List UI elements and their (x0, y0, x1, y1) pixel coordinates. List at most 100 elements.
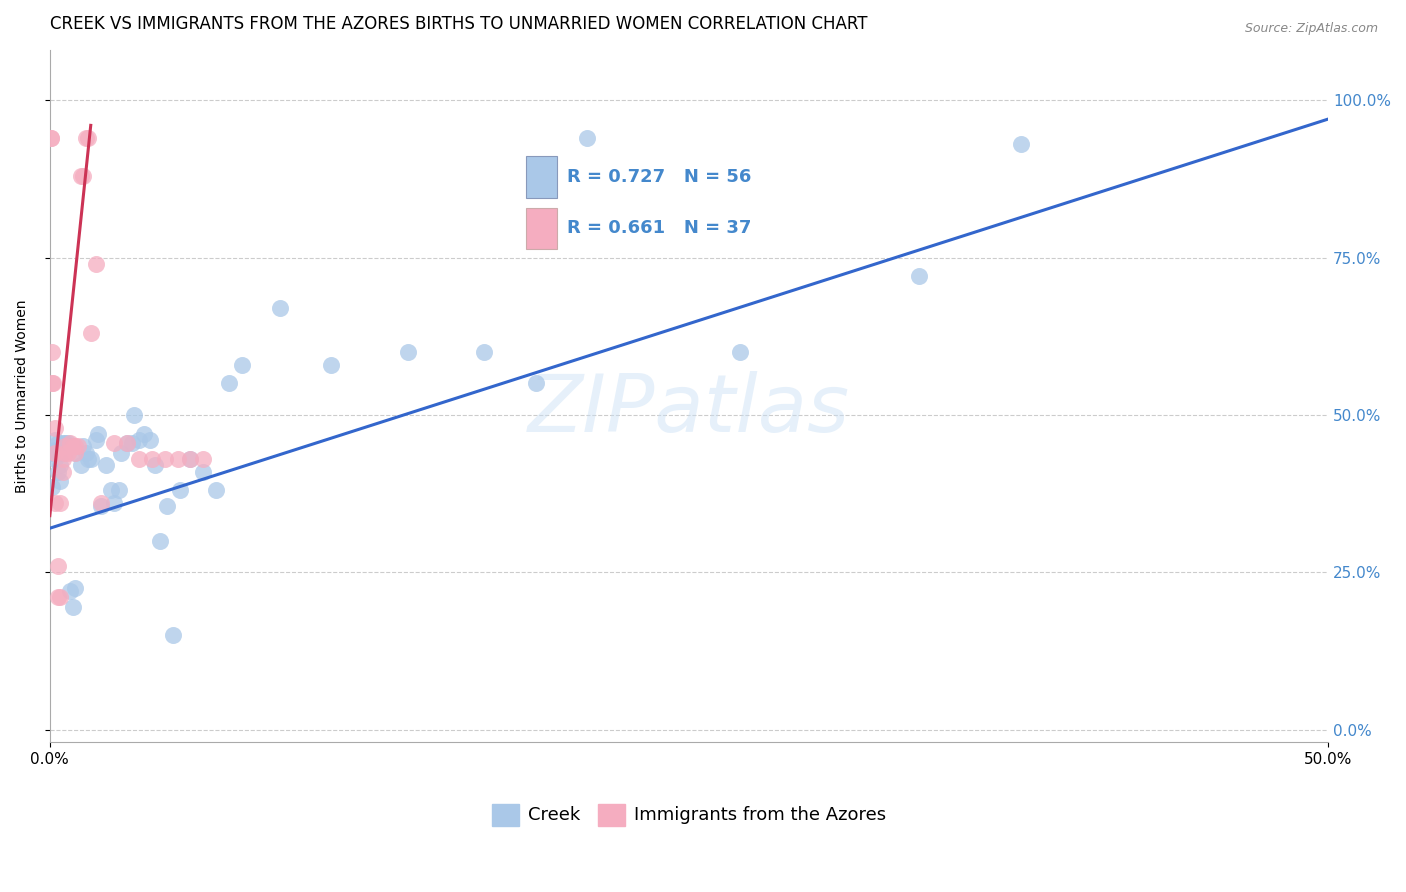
Point (56, 436, 79, 450)
Point (269, 301, 291, 315)
Point (80, 326, 103, 340)
Point (218, 376, 240, 391)
Point (156, 499, 179, 513)
Point (46, 591, 69, 605)
Point (94, 458, 117, 473)
Point (66, 439, 89, 453)
Point (44, 452, 66, 467)
Point (1010, 137, 1032, 152)
Point (59, 584, 82, 599)
Point (77, 452, 100, 467)
Point (41, 345, 63, 359)
Point (44, 442, 66, 457)
Point (52, 446, 75, 460)
Point (87, 426, 110, 441)
Point (72, 169, 94, 183)
Point (115, 436, 138, 450)
Point (44, 446, 66, 460)
Point (90, 499, 112, 513)
Point (396, 345, 419, 359)
Point (193, 452, 215, 467)
Point (49, 591, 72, 605)
Point (115, 436, 138, 450)
Point (44, 496, 66, 510)
Point (575, 131, 598, 145)
Text: R = 0.661   N = 37: R = 0.661 N = 37 (567, 219, 751, 237)
Text: ZIPatlas: ZIPatlas (527, 371, 851, 449)
Bar (526, 208, 557, 250)
Point (138, 433, 160, 447)
Point (62, 439, 84, 453)
Point (128, 433, 150, 447)
Bar (526, 156, 557, 198)
Point (231, 358, 253, 372)
Point (46, 436, 69, 450)
Text: CREEK VS IMMIGRANTS FROM THE AZORES BIRTHS TO UNMARRIED WOMEN CORRELATION CHART: CREEK VS IMMIGRANTS FROM THE AZORES BIRT… (49, 15, 868, 33)
Point (75, 131, 97, 145)
Point (103, 496, 125, 510)
Point (52, 465, 75, 479)
Point (166, 452, 188, 467)
Point (77, 131, 100, 145)
Point (100, 483, 122, 498)
Point (52, 452, 75, 467)
Point (39, 131, 62, 145)
Point (193, 465, 215, 479)
Point (44, 420, 66, 434)
Point (44, 433, 66, 447)
Point (162, 628, 184, 642)
Point (80, 452, 103, 467)
Point (59, 436, 82, 450)
Point (49, 474, 72, 488)
Point (62, 599, 84, 614)
Point (121, 436, 143, 450)
Point (65, 581, 87, 595)
Point (153, 452, 176, 467)
Point (65, 446, 87, 460)
Point (728, 345, 751, 359)
Point (42, 376, 65, 391)
Point (108, 483, 131, 498)
Point (84, 433, 107, 447)
Point (69, 458, 91, 473)
Point (143, 458, 166, 473)
Point (122, 408, 145, 422)
Point (149, 533, 172, 548)
Point (53, 436, 76, 450)
Point (69, 169, 91, 183)
Point (52, 436, 75, 450)
Legend: Creek, Immigrants from the Azores: Creek, Immigrants from the Azores (485, 797, 894, 833)
Point (49, 458, 72, 473)
Point (524, 376, 547, 391)
Text: R = 0.727   N = 56: R = 0.727 N = 56 (567, 168, 751, 186)
Point (49, 496, 72, 510)
Point (128, 452, 150, 467)
Point (169, 483, 191, 498)
Point (46, 465, 69, 479)
Point (474, 345, 496, 359)
Point (65, 446, 87, 460)
Point (179, 452, 201, 467)
Point (53, 439, 76, 453)
Point (179, 452, 201, 467)
Point (75, 446, 97, 460)
Point (90, 496, 112, 510)
Point (908, 269, 931, 284)
Point (56, 446, 79, 460)
Y-axis label: Births to Unmarried Women: Births to Unmarried Women (15, 300, 30, 492)
Text: Source: ZipAtlas.com: Source: ZipAtlas.com (1244, 22, 1378, 36)
Point (134, 426, 156, 441)
Point (46, 446, 69, 460)
Point (53, 446, 76, 460)
Point (141, 452, 163, 467)
Point (41, 376, 63, 391)
Point (41, 480, 63, 494)
Point (110, 446, 132, 460)
Point (39, 131, 62, 145)
Point (41, 446, 63, 460)
Point (65, 439, 87, 453)
Point (205, 483, 228, 498)
Point (319, 358, 342, 372)
Point (103, 436, 125, 450)
Point (84, 257, 107, 271)
